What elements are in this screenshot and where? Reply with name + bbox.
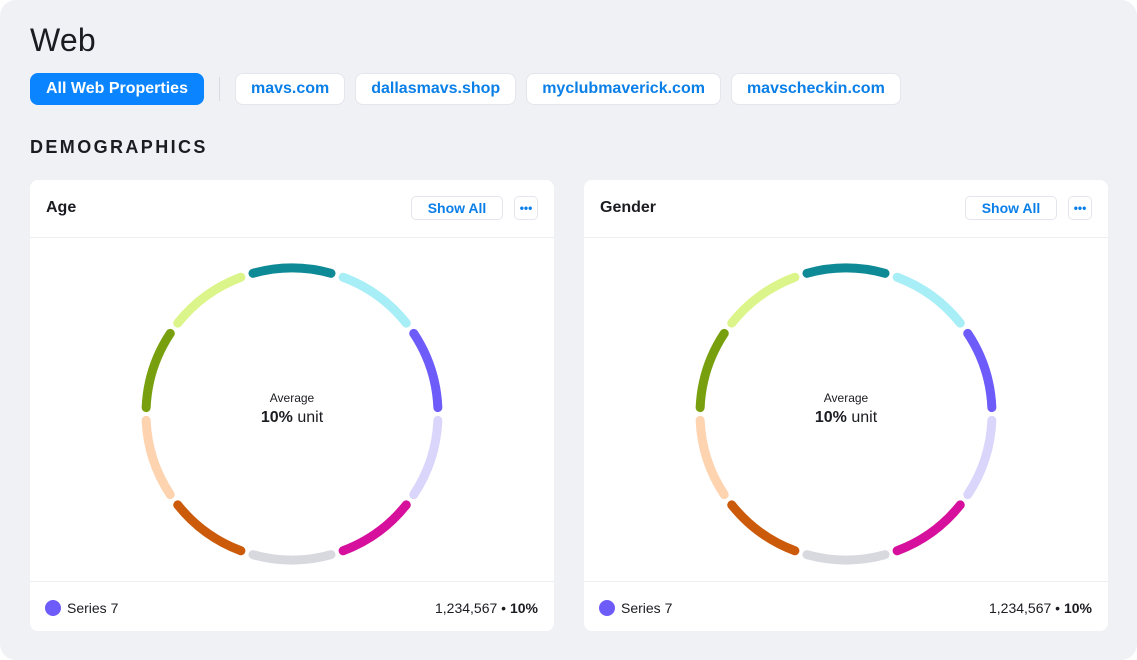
center-label: Average	[823, 391, 869, 405]
section-title: DEMOGRAPHICS	[30, 137, 208, 157]
donut-segment-6[interactable]	[248, 550, 336, 565]
age-card: Age Show All ••• Average 10% unit Series…	[30, 180, 554, 631]
center-value: 10% unit	[30, 409, 554, 427]
property-tabs: All Web Properties mavs.com dallasmavs.s…	[30, 73, 911, 105]
series-separator: •	[1055, 600, 1061, 616]
show-all-button[interactable]: Show All	[965, 196, 1057, 220]
donut-segment-5[interactable]	[892, 500, 965, 556]
gender-donut-chart	[695, 263, 997, 565]
card-header: Age Show All •••	[30, 180, 554, 238]
series-value: 1,234,567 • 10%	[989, 600, 1092, 616]
tab-divider	[218, 77, 220, 101]
center-value-number: 10%	[814, 409, 847, 426]
series-percent: 10%	[509, 600, 538, 616]
donut-segment-10[interactable]	[727, 272, 800, 328]
donut-segment-8[interactable]	[695, 415, 729, 500]
series-value: 1,234,567 • 10%	[435, 600, 538, 616]
card-footer: Series 7 1,234,567 • 10%	[30, 581, 554, 632]
series-color-dot	[599, 600, 615, 616]
series-name: Series 7	[621, 600, 673, 616]
series-separator: •	[501, 600, 507, 616]
tab-all-web-properties[interactable]: All Web Properties	[30, 73, 204, 105]
donut-segment-5[interactable]	[338, 500, 411, 556]
center-value-unit: unit	[297, 409, 324, 426]
donut-segment-4[interactable]	[963, 415, 997, 500]
tab-dallasmavs-shop[interactable]: dallasmavs.shop	[355, 73, 517, 105]
center-value: 10% unit	[584, 409, 1108, 427]
tab-myclubmaverick-com[interactable]: myclubmaverick.com	[526, 73, 721, 105]
series-count: 1,234,567	[988, 600, 1052, 616]
donut-segment-7[interactable]	[173, 500, 246, 556]
donut-segment-1[interactable]	[248, 263, 336, 278]
age-donut-chart	[141, 263, 443, 565]
donut-segment-9[interactable]	[141, 328, 175, 413]
series-count: 1,234,567	[434, 600, 498, 616]
donut-segment-10[interactable]	[173, 272, 246, 328]
donut-segment-6[interactable]	[802, 550, 890, 565]
page-title: Web	[30, 22, 96, 58]
series-name: Series 7	[67, 600, 119, 616]
donut-segment-2[interactable]	[892, 272, 965, 328]
donut-segment-2[interactable]	[338, 272, 411, 328]
tab-mavs-com[interactable]: mavs.com	[234, 73, 346, 105]
center-label: Average	[269, 391, 315, 405]
gender-card: Gender Show All ••• Average 10% unit Ser…	[584, 180, 1108, 631]
donut-segment-4[interactable]	[409, 415, 443, 500]
card-title: Age	[46, 199, 77, 216]
center-value-number: 10%	[260, 409, 293, 426]
series-color-dot	[45, 600, 61, 616]
donut-segment-3[interactable]	[963, 328, 997, 413]
more-horizontal-icon[interactable]: •••	[514, 196, 538, 220]
center-value-unit: unit	[851, 409, 878, 426]
series-percent: 10%	[1063, 600, 1092, 616]
donut-segment-1[interactable]	[802, 263, 890, 278]
card-header: Gender Show All •••	[584, 180, 1108, 238]
donut-segment-8[interactable]	[141, 415, 175, 500]
show-all-button[interactable]: Show All	[411, 196, 503, 220]
card-title: Gender	[600, 199, 657, 216]
donut-segment-7[interactable]	[727, 500, 800, 556]
card-footer: Series 7 1,234,567 • 10%	[584, 581, 1108, 632]
donut-segment-3[interactable]	[409, 328, 443, 413]
more-horizontal-icon[interactable]: •••	[1068, 196, 1092, 220]
tab-mavscheckin-com[interactable]: mavscheckin.com	[730, 73, 901, 105]
donut-segment-9[interactable]	[695, 328, 729, 413]
